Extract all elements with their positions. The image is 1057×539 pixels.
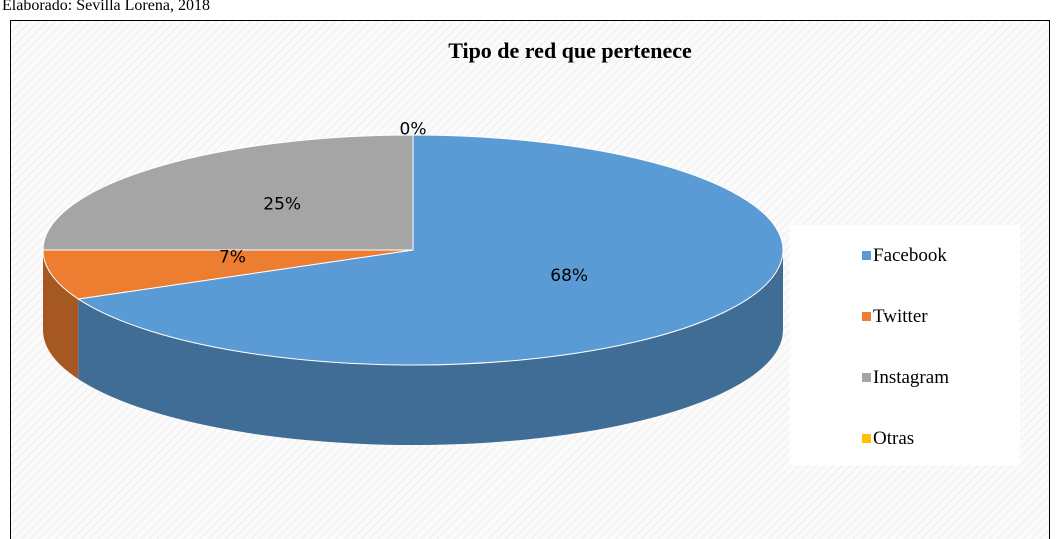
source-note: Elaborado: Sevilla Lorena, 2018 (2, 0, 210, 14)
data-label: 0% (400, 120, 427, 140)
data-label: 7% (219, 248, 246, 268)
slice-side (78, 250, 783, 445)
data-label: 68% (550, 266, 588, 286)
legend-label: Instagram (873, 367, 949, 388)
slice (42, 134, 414, 251)
slice (76, 134, 784, 366)
legend-label: Twitter (873, 306, 928, 327)
legend-swatch (862, 373, 871, 382)
slice-side (43, 250, 79, 379)
legend-label: Otras (873, 428, 914, 449)
data-label: 25% (263, 194, 301, 214)
legend-label: Facebook (873, 245, 947, 266)
slice (42, 249, 414, 300)
chart-title: Tipo de red que pertenece (448, 38, 692, 63)
legend-swatch (862, 312, 871, 321)
legend-swatch (862, 251, 871, 260)
legend-box (790, 225, 1020, 465)
legend-swatch (862, 434, 871, 443)
